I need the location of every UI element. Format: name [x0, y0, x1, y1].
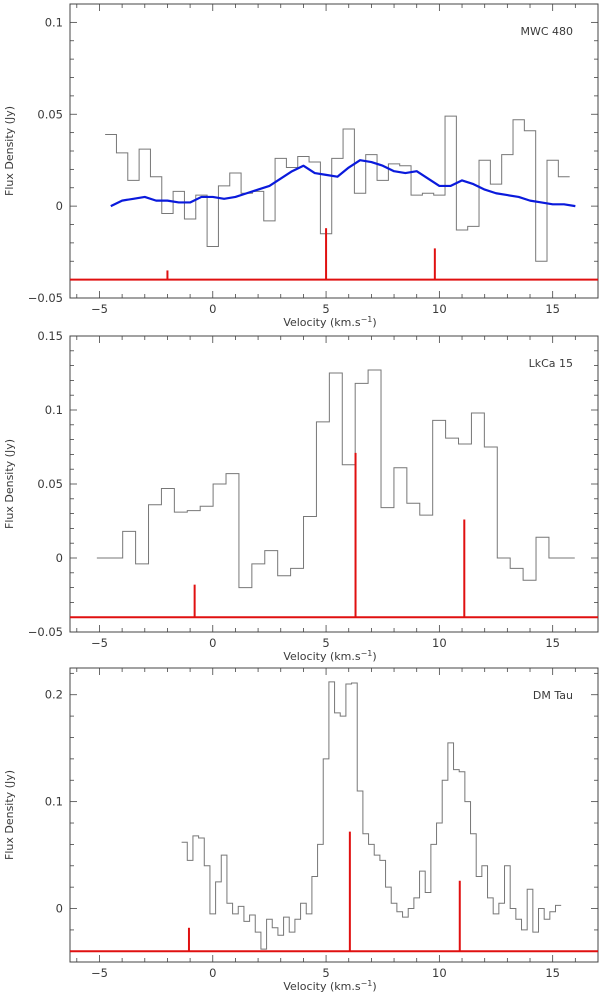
x-tick-label: 0 — [209, 966, 216, 980]
observed-spectrum-histogram — [181, 681, 562, 950]
x-tick-label: 5 — [322, 636, 329, 650]
x-tick-label: 10 — [432, 302, 447, 316]
y-tick-label: 0.1 — [45, 795, 63, 809]
x-tick-label: 5 — [322, 302, 329, 316]
x-tick-label: −5 — [91, 302, 108, 316]
x-tick-label: 0 — [209, 302, 216, 316]
plot-frame — [69, 335, 599, 633]
x-tick-label: −5 — [91, 966, 108, 980]
x-tick-label: 15 — [545, 302, 560, 316]
x-tick-label: 15 — [545, 636, 560, 650]
x-axis-label-suffix: ) — [372, 980, 376, 993]
y-tick-label: 0.05 — [37, 477, 63, 491]
x-axis-label-exponent: −1 — [361, 315, 373, 324]
y-tick-label: 0.05 — [37, 107, 63, 121]
x-tick-label: −5 — [91, 636, 108, 650]
plot-frame — [69, 3, 599, 299]
y-tick-label: −0.05 — [28, 291, 63, 305]
panel-title: DM Tau — [533, 689, 573, 702]
x-tick-label: 10 — [432, 966, 447, 980]
y-tick-label: 0 — [56, 199, 63, 213]
y-tick-label: 0.1 — [45, 403, 63, 417]
y-tick-label: 0.2 — [45, 688, 63, 702]
x-axis-label-suffix: ) — [372, 650, 376, 663]
x-axis-label-exponent: −1 — [361, 649, 373, 658]
y-tick-label: 0 — [56, 551, 63, 565]
x-tick-label: 5 — [322, 966, 329, 980]
observed-spectrum-histogram — [105, 115, 570, 262]
x-tick-label: 10 — [432, 636, 447, 650]
x-axis-label: Velocity (km.s−1) — [283, 649, 376, 663]
x-tick-label: 0 — [209, 636, 216, 650]
y-tick-label: 0.15 — [37, 329, 63, 343]
plot-frame — [69, 667, 599, 963]
x-axis-label-suffix: ) — [372, 316, 376, 329]
x-axis-label: Velocity (km.s−1) — [283, 979, 376, 993]
y-axis-label: Flux Density (Jy) — [3, 439, 16, 529]
y-tick-label: −0.05 — [28, 625, 63, 639]
x-axis-label-exponent: −1 — [361, 979, 373, 988]
model-fit-curve — [110, 159, 576, 208]
observed-spectrum-histogram — [96, 369, 575, 589]
panel-dm-tau: −5 0 5 10 15 0 0.1 0.2 Velocity (km.s−1) Flux Den… — [3, 667, 599, 993]
panel-title: MWC 480 — [520, 25, 573, 38]
x-axis-label: Velocity (km.s−1) — [283, 315, 376, 329]
panel-title: LkCa 15 — [529, 357, 573, 370]
y-tick-label: 0 — [56, 902, 63, 916]
y-axis-label: Flux Density (Jy) — [3, 106, 16, 196]
x-tick-label: 15 — [545, 966, 560, 980]
y-tick-label: 0.1 — [45, 15, 63, 29]
panel-mwc-480: −5 0 5 10 15 −0.05 0 0.05 0.1 Velocity (km.s−1) Fl… — [3, 3, 599, 329]
y-axis-label: Flux Density (Jy) — [3, 770, 16, 860]
panel-lkca-15: −5 0 5 10 15 −0.05 0 0.05 0.1 0.15 Velocity (km.s−… — [3, 329, 599, 663]
